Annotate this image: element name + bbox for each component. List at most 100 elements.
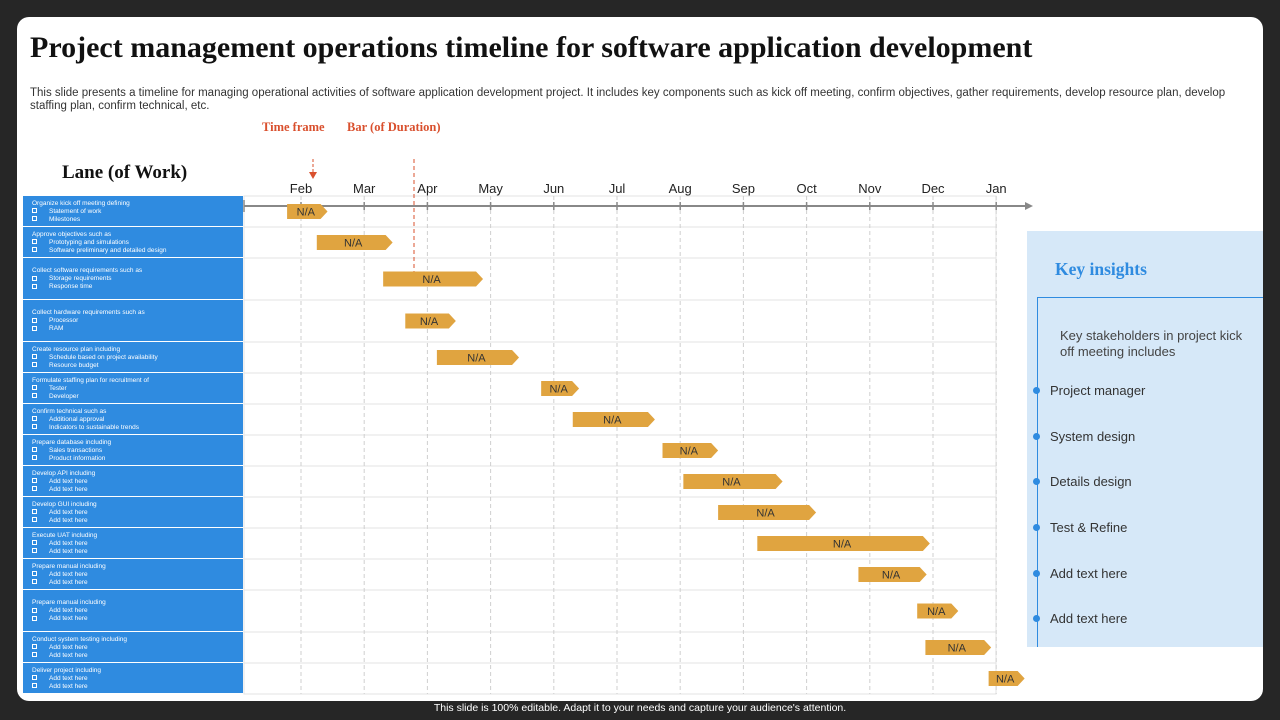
duration-bar — [917, 603, 959, 619]
lane-bullet: Response time — [32, 283, 92, 291]
lane-bullet: Add text here — [32, 644, 88, 652]
bullet-dot-icon — [1033, 615, 1040, 623]
insights-title: Key insights — [1055, 259, 1147, 279]
lane-bullet: Milestones — [32, 216, 80, 224]
bullet-dot-icon — [1033, 387, 1040, 395]
lane-bullet-text: Add text here — [49, 570, 88, 578]
insight-item: Details design — [1033, 474, 1132, 489]
lane-bullet-text: Add text here — [49, 539, 88, 547]
bullet-square-icon — [32, 385, 37, 391]
bullet-square-icon — [32, 447, 37, 453]
bullet-square-icon — [32, 239, 37, 245]
bar-duration-callout: Bar (of Duration) — [347, 120, 441, 134]
bullet-square-icon — [32, 644, 37, 650]
bullet-dot-icon — [1033, 478, 1040, 486]
bullet-square-icon — [32, 354, 37, 360]
month-label: Dec — [921, 181, 945, 196]
lane-title: Execute UAT including — [32, 531, 98, 539]
lane-bullet: Add text here — [32, 509, 88, 517]
lane-bullet: Add text here — [32, 540, 88, 548]
bullet-dot-icon — [1033, 570, 1040, 578]
lane-title: Formulate staffing plan for recruitment … — [32, 376, 149, 384]
key-insights-panel: Key insights Key stakeholders in project… — [1027, 231, 1263, 647]
duration-bar — [383, 271, 484, 287]
lane-bullet: Developer — [32, 393, 79, 401]
time-frame-arrow-icon — [309, 172, 317, 179]
bullet-square-icon — [32, 275, 37, 281]
lane-bullet: Add text here — [32, 579, 88, 587]
lane-row: Organize kick off meeting defining Statem… — [23, 196, 243, 227]
lane-bullet-text: Add text here — [49, 607, 88, 614]
bullet-square-icon — [32, 478, 37, 484]
bullet-square-icon — [32, 317, 37, 323]
month-label: Jul — [609, 181, 626, 196]
lane-bullet-text: Add text here — [49, 682, 88, 690]
lane-bullet-text: Add text here — [49, 508, 88, 516]
month-label: Jun — [543, 181, 564, 196]
duration-bar — [858, 567, 927, 582]
bullet-square-icon — [32, 607, 37, 613]
lane-bullet: Software preliminary and detailed design — [32, 247, 166, 255]
bullet-square-icon — [32, 517, 37, 523]
duration-bar — [718, 505, 817, 520]
lane-bullet-text: Add text here — [49, 516, 88, 524]
insight-item: System design — [1033, 429, 1135, 444]
duration-bar — [436, 350, 520, 365]
bullet-square-icon — [32, 455, 37, 461]
lane-bullet-text: Add text here — [49, 651, 88, 659]
bar-label: N/A — [722, 477, 741, 489]
duration-bar — [316, 235, 393, 250]
lane-bullet-text: Prototyping and simulations — [49, 238, 129, 246]
lane-row: Create resource plan including Schedule b… — [23, 342, 243, 373]
lane-bullet: Prototyping and simulations — [32, 239, 129, 247]
lane-title: Create resource plan including — [32, 345, 121, 353]
lane-bullet-text: Software preliminary and detailed design — [49, 246, 167, 254]
bar-label: N/A — [420, 316, 439, 328]
grid-frame — [243, 195, 997, 695]
duration-bar — [572, 412, 655, 427]
insight-text: Details design — [1050, 474, 1132, 489]
lane-title: Prepare manual including — [32, 599, 106, 606]
lane-row: Deliver project including Add text here Ad… — [23, 663, 243, 694]
lane-title: Prepare manual including — [32, 562, 106, 570]
axis-arrow-icon — [1025, 202, 1033, 210]
lane-bullet: Indicators to sustainable trends — [32, 424, 139, 432]
lane-bullet-text: Add text here — [49, 615, 88, 622]
lane-title: Collect hardware requirements such as — [32, 309, 145, 316]
lane-title: Organize kick off meeting defining — [32, 199, 130, 207]
bullet-square-icon — [32, 216, 37, 222]
lane-title: Confirm technical such as — [32, 407, 107, 415]
lane-bullet: Add text here — [32, 478, 88, 486]
lane-bullet-text: Tester — [49, 384, 67, 392]
lane-bullet-text: Resource budget — [49, 361, 99, 369]
bar-label: N/A — [996, 674, 1015, 686]
time-frame-callout: Time frame — [262, 120, 325, 134]
bullet-square-icon — [32, 548, 37, 554]
lane-bullet-text: Storage requirements — [49, 275, 112, 282]
insights-bracket — [1037, 297, 1263, 647]
lane-bullet-text: Schedule based on project availability — [49, 353, 158, 361]
month-label: Apr — [417, 181, 438, 196]
lane-title: Develop API including — [32, 469, 96, 477]
bar-label: N/A — [603, 415, 622, 427]
bullet-square-icon — [32, 247, 37, 253]
lane-bullet-text: Statement of work — [49, 207, 102, 215]
lane-bullet-text: Indicators to sustainable trends — [49, 423, 139, 431]
bullet-square-icon — [32, 540, 37, 546]
month-label: Nov — [858, 181, 882, 196]
lane-row: Formulate staffing plan for recruitment … — [23, 373, 243, 404]
insight-item: Add text here — [1033, 566, 1127, 581]
lane-bullet: Add text here — [32, 607, 88, 615]
lane-row: Prepare manual including Add text here Add… — [23, 590, 243, 632]
month-label: Aug — [669, 181, 692, 196]
gantt-chart: Feb Mar Apr May Jun Jul Aug Sep Oct Nov Dec Jan N/A N… — [243, 157, 1033, 697]
lane-bullet-text: Add text here — [49, 485, 88, 493]
month-label: Sep — [732, 181, 755, 196]
bar-label: N/A — [927, 606, 946, 618]
bullet-square-icon — [32, 362, 37, 368]
insight-text: Add text here — [1050, 611, 1128, 626]
insight-item: Add text here — [1033, 611, 1127, 626]
lane-title: Deliver project including — [32, 666, 102, 674]
lane-bullet-text: Sales transactions — [49, 446, 103, 454]
lane-bullet: Sales transactions — [32, 447, 102, 455]
